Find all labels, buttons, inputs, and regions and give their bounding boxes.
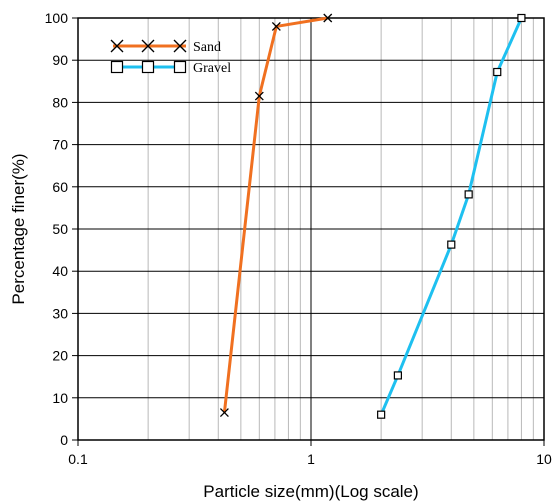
gravel-line [379,17,523,416]
gravel-point [517,13,526,23]
y-tick-label: 60 [52,179,68,195]
y-tick-label: 10 [52,390,68,406]
marker-stroke [173,39,187,53]
sand-point [254,91,264,101]
legend: Sand Gravel [110,39,231,76]
legend-item-gravel: Gravel [110,60,231,76]
y-tick-label: 90 [52,52,68,68]
y-axis-label: Percentage finer(%) [9,153,28,304]
x-tick-labels: 0.1 1 10 [68,440,552,467]
legend-marker [110,60,124,74]
legend-marker [173,39,187,53]
sand-line [222,16,328,413]
marker-stroke [323,13,333,23]
y-tick-label: 40 [52,263,68,279]
series-sand [219,13,333,418]
x-axis-label: Particle size(mm)(Log scale) [203,482,418,501]
y-tick-label: 100 [45,10,69,26]
gravel-point [393,371,402,380]
legend-marker [173,60,187,74]
sand-point [323,13,333,23]
series-group [219,13,526,419]
sand-point [219,408,229,418]
y-tick-label: 50 [52,221,68,237]
y-tick-label: 20 [52,348,68,364]
legend-label-gravel: Gravel [193,61,231,76]
marker-stroke [219,408,229,418]
y-tick-label: 70 [52,137,68,153]
y-tick-labels: 0 10 20 30 40 50 60 70 80 90 100 [45,10,78,448]
x-tick-label: 10 [536,451,552,467]
legend-marker [110,39,124,53]
sand-point [271,21,281,31]
gravel-point [377,410,386,419]
marker-stroke [110,39,124,53]
marker-stroke [254,91,264,101]
legend-label-sand: Sand [193,40,221,55]
x-tick-label: 0.1 [68,451,88,467]
marker-stroke [141,39,155,53]
legend-item-sand: Sand [110,39,221,55]
grid [77,17,545,441]
y-tick-label: 0 [60,432,68,448]
y-tick-label: 80 [52,94,68,110]
gravel-point [447,240,456,249]
y-tick-label: 30 [52,305,68,321]
legend-marker [141,39,155,53]
gravel-point [464,190,473,199]
marker-stroke [271,21,281,31]
series-gravel [377,13,526,419]
x-tick-label: 1 [307,451,315,467]
gravel-point [493,67,502,77]
legend-marker [141,60,155,74]
